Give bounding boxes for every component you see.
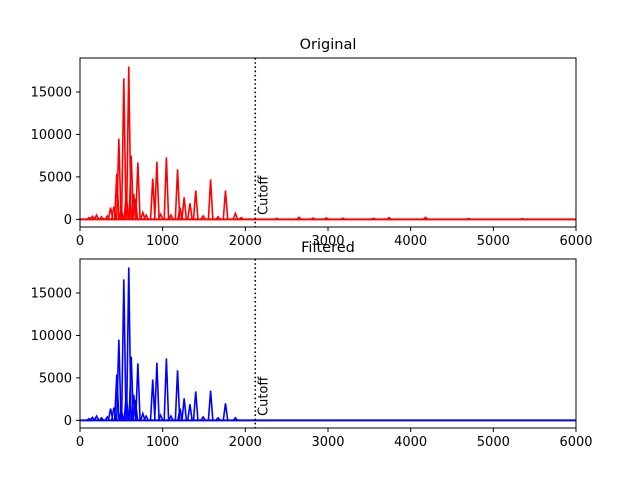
spectrum-peak <box>207 390 214 421</box>
spectrum-peak <box>89 416 96 421</box>
spectrum-peak <box>200 415 207 421</box>
x-tick-label: 0 <box>76 234 84 249</box>
x-tick-label: 0 <box>76 435 84 450</box>
x-tick-label: 4000 <box>394 435 427 450</box>
spectrum-peak <box>310 217 316 221</box>
subplot-filtered: Filtered Cutoff 0 1000 2000 3000 4000 5000 600… <box>31 240 593 450</box>
subplot-title: Original <box>300 37 357 53</box>
spectrum-peak <box>340 217 346 221</box>
spectrum-peak <box>120 279 127 421</box>
spectrum-peak <box>168 213 174 220</box>
spectrum-peak <box>174 370 181 421</box>
spectrum-peak <box>149 178 156 220</box>
spectrum-peak <box>134 162 141 220</box>
spectrum-peak <box>153 362 160 421</box>
spectrum-peak <box>181 398 188 421</box>
cutoff-label: Cutoff <box>256 376 271 416</box>
spectrum-peak <box>89 215 96 220</box>
spectrum-peak <box>238 216 244 220</box>
spectrum-peak <box>130 394 137 421</box>
spectrum-peak <box>149 379 156 421</box>
x-tick-label: 1000 <box>146 435 179 450</box>
x-axis-ticks: 0 1000 2000 3000 4000 5000 6000 <box>76 428 593 450</box>
spectrum-peak <box>163 358 170 421</box>
spectrum-peak <box>192 391 199 421</box>
spectrum-peak <box>157 413 164 421</box>
spectrum-peak <box>370 217 377 221</box>
spectrum-peak <box>215 215 221 220</box>
spectrum-peak <box>207 179 214 220</box>
spectrum-peak <box>323 216 330 221</box>
x-tick-label: 3000 <box>311 234 344 249</box>
subplot-original: Original Cutoff 0 1000 2000 3000 4000 5000 600… <box>31 37 593 249</box>
spectrum-peak <box>186 404 193 421</box>
x-tick-label: 3000 <box>311 435 344 450</box>
spectrum-peak <box>232 211 239 220</box>
series-layer <box>80 267 576 422</box>
x-tick-label: 2000 <box>229 234 262 249</box>
spectrum-peak <box>174 169 181 220</box>
spectrum-peak <box>93 213 100 220</box>
spectrum-peak <box>181 197 188 220</box>
spectrum-peak <box>132 198 139 220</box>
spectrum-peak <box>222 403 229 421</box>
spectrum-peak <box>132 399 139 421</box>
y-axis-ticks: 0 5000 10000 15000 <box>31 286 80 429</box>
x-axis-ticks: 0 1000 2000 3000 4000 5000 6000 <box>76 227 593 249</box>
cutoff-layer: Cutoff <box>254 259 271 428</box>
spectrum-peak <box>143 213 150 220</box>
spectrum-peak <box>274 217 280 221</box>
spectrum-peak <box>120 78 127 220</box>
spectrum-peak <box>177 408 184 421</box>
spectrum-peak <box>296 216 302 220</box>
spectrum-peak <box>130 193 137 220</box>
spectrum-peak <box>168 414 174 421</box>
x-tick-label: 6000 <box>559 435 592 450</box>
y-tick-label: 10000 <box>31 329 72 344</box>
cutoff-layer: Cutoff <box>254 58 271 227</box>
y-tick-label: 0 <box>64 213 72 228</box>
y-tick-label: 15000 <box>31 85 72 100</box>
x-tick-label: 4000 <box>394 234 427 249</box>
spectrum-peak <box>222 190 229 220</box>
spectrum-peak <box>186 203 193 220</box>
spectrum-peak <box>143 414 150 421</box>
spectrum-peak <box>98 215 105 220</box>
spectrum-peak <box>93 414 100 421</box>
spectrum-peak <box>215 416 221 421</box>
spectrum-peak <box>422 216 429 220</box>
y-axis-ticks: 0 5000 10000 15000 <box>31 85 80 228</box>
spectrum-peak <box>386 216 392 220</box>
spectrum-peak <box>115 339 122 421</box>
spectrum-peak <box>157 212 164 220</box>
y-tick-label: 5000 <box>39 371 72 386</box>
spectrum-peak <box>113 374 120 421</box>
y-tick-label: 5000 <box>39 170 72 185</box>
series-layer <box>80 66 576 221</box>
x-tick-label: 2000 <box>229 435 262 450</box>
y-tick-label: 15000 <box>31 286 72 301</box>
spectrum-peak <box>200 214 207 220</box>
spectrum-peak <box>134 363 141 421</box>
cutoff-label: Cutoff <box>256 175 271 215</box>
x-tick-label: 6000 <box>559 234 592 249</box>
y-tick-label: 0 <box>64 414 72 429</box>
y-tick-label: 10000 <box>31 128 72 143</box>
spectrum-peak <box>113 173 120 220</box>
spectrum-peak <box>153 161 160 220</box>
subplot-title: Filtered <box>301 240 355 256</box>
spectrum-peak <box>177 207 184 220</box>
x-tick-label: 1000 <box>146 234 179 249</box>
spectrum-peak <box>232 416 239 421</box>
spectrum-peak <box>98 416 105 421</box>
spectrum-peak <box>466 217 472 221</box>
spectrum-peak <box>192 190 199 220</box>
x-tick-label: 5000 <box>477 435 510 450</box>
spectrum-peak <box>115 138 122 220</box>
spectrum-peak <box>163 157 170 220</box>
spectrum-peak <box>519 217 525 221</box>
x-tick-label: 5000 <box>477 234 510 249</box>
